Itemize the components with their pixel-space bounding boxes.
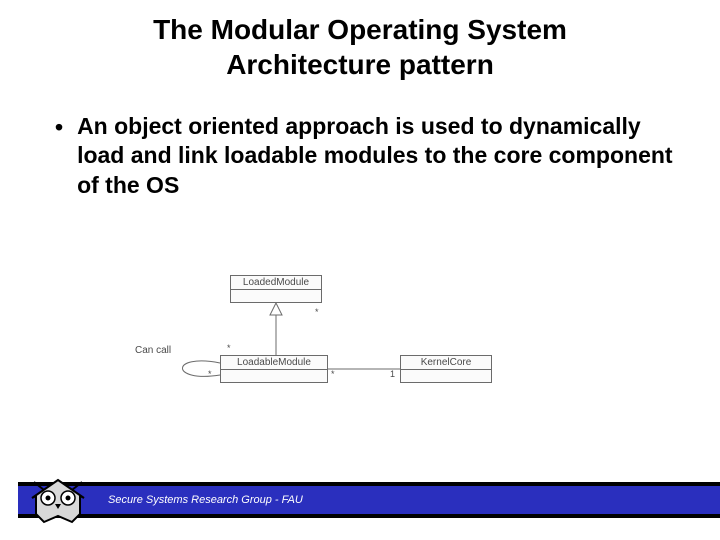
uml-node-loadable-module: LoadableModule <box>220 355 328 383</box>
uml-node-label: KernelCore <box>401 356 491 370</box>
edge-label-can-call: Can call <box>135 345 171 356</box>
title-line-1: The Modular Operating System <box>0 12 720 47</box>
edge-mult-star: * <box>208 369 212 379</box>
edge-mult-star: * <box>315 307 319 317</box>
edge-mult-one: 1 <box>390 369 395 379</box>
uml-node-label: LoadedModule <box>231 276 321 290</box>
uml-node-kernel-core: KernelCore <box>400 355 492 383</box>
diagram-connectors <box>135 275 535 425</box>
uml-node-label: LoadableModule <box>221 356 327 370</box>
uml-diagram: LoadedModule LoadableModule KernelCore C… <box>135 275 535 425</box>
bullet-dot-icon: • <box>55 113 63 142</box>
slide-title: The Modular Operating System Architectur… <box>0 0 720 82</box>
uml-node-loaded-module: LoadedModule <box>230 275 322 303</box>
bullet-item: • An object oriented approach is used to… <box>55 112 675 200</box>
edge-mult-star: * <box>331 369 335 379</box>
edge-mult-star: * <box>227 343 231 353</box>
footer-text: Secure Systems Research Group - FAU <box>108 494 303 506</box>
owl-logo-icon <box>28 474 88 526</box>
bullet-text: An object oriented approach is used to d… <box>77 112 675 200</box>
footer-bar: Secure Systems Research Group - FAU <box>18 482 720 518</box>
title-line-2: Architecture pattern <box>0 47 720 82</box>
bullet-block: • An object oriented approach is used to… <box>0 82 720 200</box>
